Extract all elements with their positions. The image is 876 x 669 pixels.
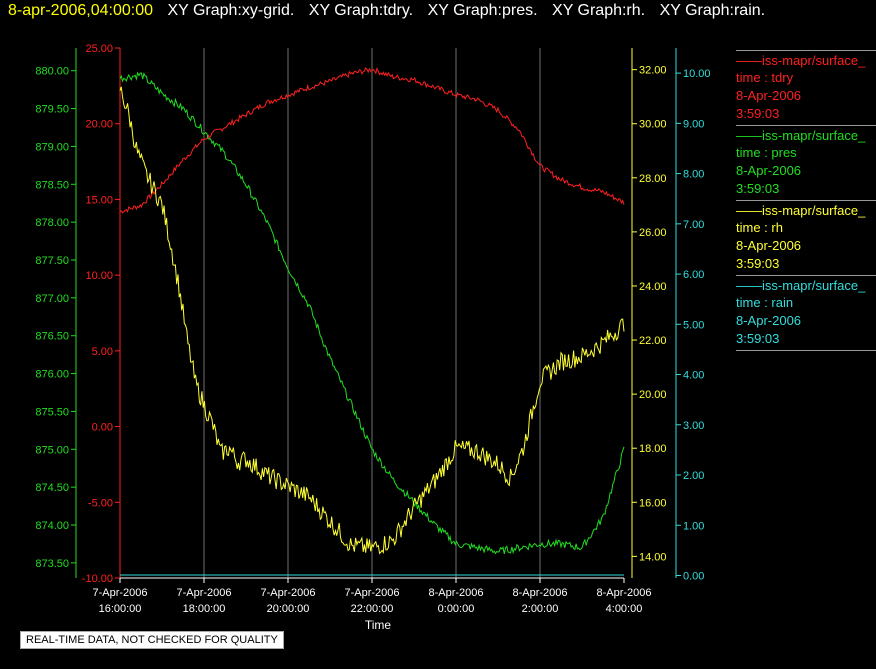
y-tick-label-pres: 875.00 [35,444,69,456]
x-axis-label: Time [365,618,392,630]
y-tick-label-pres: 875.50 [35,406,69,418]
y-tick-label-rh: 32.00 [639,65,667,77]
y-tick-label-rain: 3.00 [683,420,704,432]
series-line-tdry [119,66,625,214]
legend-series-name: ——iss-mapr/surface_ [736,203,866,218]
y-tick-label-tdry: 25.00 [85,43,113,55]
y-tick-label-tdry: 10.00 [85,270,113,282]
x-tick-label-time: 16:00:00 [99,603,142,615]
graph-name-xy-grid[interactable]: XY Graph:xy-grid. [167,2,295,19]
legend-date: 8-Apr-2006 [736,238,802,253]
y-tick-label-rain: 1.00 [683,520,704,532]
x-tick-label-date: 7-Apr-2006 [92,587,147,599]
y-tick-label-rh: 14.00 [639,551,667,563]
x-tick-label-date: 8-Apr-2006 [428,587,483,599]
x-tick-label-time: 18:00:00 [183,603,226,615]
legend: ——iss-mapr/surface_ time : tdry 8-Apr-2006… [736,50,876,354]
y-tick-label-pres: 873.50 [35,558,69,570]
y-tick-label-rain: 6.00 [683,269,704,281]
y-tick-label-rh: 30.00 [639,119,667,131]
x-tick-label-time: 0:00:00 [438,603,475,615]
y-tick-label-tdry: -10.00 [82,573,113,585]
y-tick-label-rain: 4.00 [683,370,704,382]
legend-item-2[interactable]: ——iss-mapr/surface_time : rh 8-Apr-2006 3:… [736,200,876,273]
legend-series-name: ——iss-mapr/surface_ [736,53,866,68]
legend-time: 3:59:03 [736,331,780,346]
x-tick-label-date: 7-Apr-2006 [176,587,231,599]
x-tick-label-time: 20:00:00 [267,603,310,615]
legend-end-rule [736,350,876,352]
x-tick-label-date: 7-Apr-2006 [344,587,399,599]
legend-label: time : pres [736,145,797,160]
y-tick-label-rain: 2.00 [683,470,704,482]
y-tick-label-pres: 876.00 [35,369,69,381]
series-line-rh [119,86,625,555]
legend-item-0[interactable]: ——iss-mapr/surface_time : tdry 8-Apr-2006… [736,50,876,123]
y-tick-label-pres: 880.00 [35,66,69,78]
y-tick-label-pres: 877.00 [35,293,69,305]
y-tick-label-rain: 0.00 [683,570,704,582]
y-tick-label-rain: 5.00 [683,319,704,331]
y-tick-label-rh: 22.00 [639,335,667,347]
x-tick-label-time: 4:00:00 [606,603,643,615]
x-tick-label-time: 22:00:00 [351,603,394,615]
legend-item-1[interactable]: ——iss-mapr/surface_time : pres 8-Apr-2006… [736,125,876,198]
x-tick-label-date: 7-Apr-2006 [260,587,315,599]
y-tick-label-pres: 878.50 [35,179,69,191]
y-tick-label-rh: 28.00 [639,173,667,185]
y-tick-label-pres: 879.00 [35,141,69,153]
y-tick-label-rh: 26.00 [639,227,667,239]
legend-label: time : rh [736,220,783,235]
legend-label: time : rain [736,295,794,310]
legend-time: 3:59:03 [736,256,780,271]
y-tick-label-pres: 877.50 [35,255,69,267]
x-tick-label-date: 8-Apr-2006 [512,587,567,599]
y-tick-label-tdry: -5.00 [88,497,113,509]
x-tick-label-date: 8-Apr-2006 [596,587,651,599]
y-tick-label-rh: 20.00 [639,389,667,401]
graph-name-rh[interactable]: XY Graph:rh. [552,2,646,19]
legend-date: 8-Apr-2006 [736,88,802,103]
quality-notice: REAL-TIME DATA, NOT CHECKED FOR QUALITY [20,631,284,649]
y-tick-label-rh: 18.00 [639,443,667,455]
y-tick-label-rain: 7.00 [683,219,704,231]
legend-series-name: ——iss-mapr/surface_ [736,128,866,143]
x-tick-label-time: 2:00:00 [522,603,559,615]
y-tick-label-tdry: 0.00 [92,422,113,434]
y-tick-label-pres: 874.00 [35,520,69,532]
title-bar: 8-apr-2006,04:00:00 XY Graph:xy-grid. XY… [8,2,765,24]
graph-name-tdry[interactable]: XY Graph:tdry. [308,2,414,19]
series-line-pres [119,71,625,555]
legend-date: 8-Apr-2006 [736,313,802,328]
timestamp: 8-apr-2006,04:00:00 [8,2,153,19]
graph-name-pres[interactable]: XY Graph:pres. [427,2,538,19]
y-tick-label-pres: 874.50 [35,482,69,494]
legend-series-name: ——iss-mapr/surface_ [736,278,866,293]
legend-time: 3:59:03 [736,181,780,196]
y-tick-label-rain: 10.00 [683,68,711,80]
y-tick-label-rain: 9.00 [683,118,704,130]
xy-chart[interactable]: 873.50 874.00 874.50 875.00 875.50 876.00 876.… [0,0,736,630]
y-tick-label-tdry: 5.00 [92,346,113,358]
y-tick-label-pres: 878.00 [35,217,69,229]
y-tick-label-rh: 24.00 [639,281,667,293]
y-tick-label-pres: 876.50 [35,331,69,343]
legend-time: 3:59:03 [736,106,780,121]
legend-item-3[interactable]: ——iss-mapr/surface_time : rain 8-Apr-2006… [736,275,876,348]
y-tick-label-tdry: 20.00 [85,119,113,131]
y-tick-label-rain: 8.00 [683,169,704,181]
legend-label: time : tdry [736,70,794,85]
y-tick-label-pres: 879.50 [35,104,69,116]
y-tick-label-rh: 16.00 [639,497,667,509]
graph-name-rain[interactable]: XY Graph:rain. [659,2,766,19]
y-tick-label-tdry: 15.00 [85,194,113,206]
legend-date: 8-Apr-2006 [736,163,802,178]
